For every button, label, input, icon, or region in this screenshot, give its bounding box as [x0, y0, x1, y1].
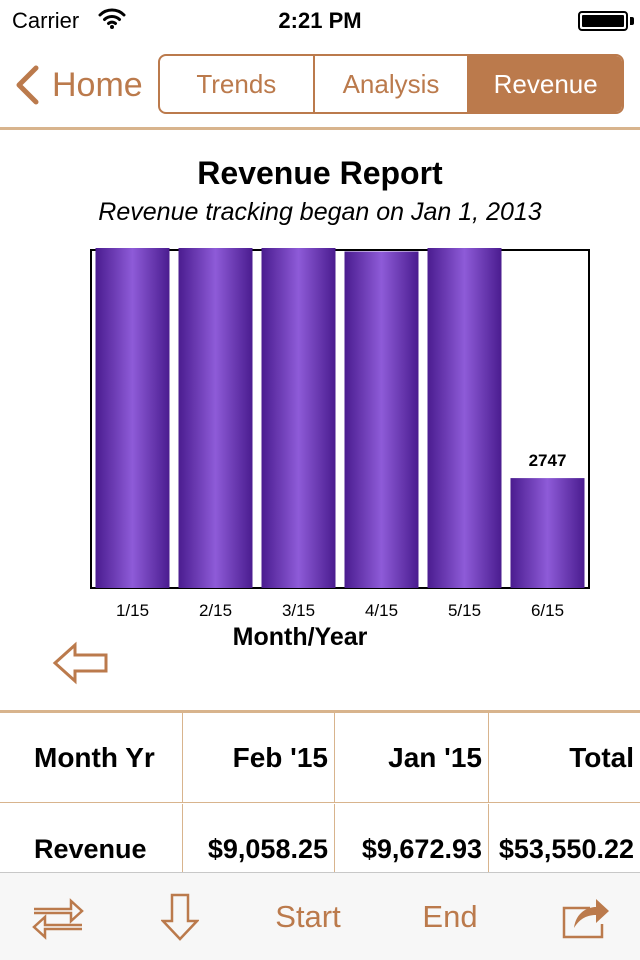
x-tick-label: 3/15	[282, 601, 315, 620]
row-value-2: $9,672.93	[334, 804, 488, 894]
report-title: Revenue Report	[197, 155, 443, 191]
x-tick-label: 5/15	[448, 601, 481, 620]
bar-6-15	[510, 478, 585, 588]
previous-arrow-icon[interactable]	[52, 640, 110, 686]
row-total: $53,550.22	[488, 804, 640, 894]
bar-3-15	[261, 248, 336, 588]
swap-arrows-icon	[32, 898, 84, 940]
row-label: Revenue	[34, 833, 147, 864]
plot-area	[90, 249, 590, 589]
row-value-1: $9,058.25	[182, 804, 334, 894]
segment-trends[interactable]: Trends	[160, 56, 315, 112]
end-button[interactable]: End	[400, 873, 500, 960]
header-col-1: Feb '15	[182, 713, 334, 803]
revenue-table: Month Yr Feb '15 Jan '15 Total Revenue $…	[0, 713, 640, 894]
start-label: Start	[275, 899, 341, 934]
table-divider	[0, 710, 640, 713]
status-bar: Carrier 2:21 PM	[0, 0, 640, 40]
start-button[interactable]: Start	[258, 873, 358, 960]
wifi-icon	[98, 8, 126, 29]
report-subtitle: Revenue tracking began on Jan 1, 2013	[98, 198, 542, 226]
down-arrow-icon	[161, 893, 199, 941]
data-label: 2747	[529, 451, 567, 470]
bar-2-15	[178, 248, 253, 588]
bottom-toolbar: Start End	[0, 872, 640, 960]
back-button[interactable]: Home	[14, 62, 143, 108]
header-col-2: Jan '15	[334, 713, 488, 803]
revenue-bar-chart: 96731/1590582/15125243/1584124/15111365/…	[90, 248, 590, 651]
segmented-control: Trends Analysis Revenue	[158, 54, 624, 114]
x-tick-label: 6/15	[531, 601, 564, 620]
battery-icon	[578, 11, 628, 31]
carrier-label: Carrier	[12, 8, 80, 33]
header-total: Total	[488, 713, 640, 803]
down-button[interactable]	[140, 873, 220, 960]
bar-1-15	[95, 248, 170, 588]
end-label: End	[422, 899, 478, 934]
navigation-bar: Home Trends Analysis Revenue	[0, 40, 640, 130]
bar-4-15	[344, 251, 419, 588]
x-axis-label: Month/Year	[233, 623, 368, 651]
x-tick-label: 2/15	[199, 601, 232, 620]
table-header-row: Month Yr Feb '15 Jan '15 Total	[0, 713, 640, 803]
share-button[interactable]	[546, 873, 626, 960]
bar-5-15	[427, 248, 502, 588]
share-icon	[562, 899, 609, 939]
x-tick-label: 4/15	[365, 601, 398, 620]
clock: 2:21 PM	[278, 8, 362, 33]
segment-analysis[interactable]: Analysis	[315, 56, 470, 112]
table-row: Revenue $9,058.25 $9,672.93 $53,550.22	[0, 804, 640, 894]
segment-revenue[interactable]: Revenue	[469, 56, 622, 112]
x-tick-label: 1/15	[116, 601, 149, 620]
battery-tip	[630, 17, 634, 25]
back-label: Home	[52, 65, 143, 104]
swap-button[interactable]	[18, 873, 98, 960]
header-month-yr: Month Yr	[34, 742, 155, 773]
chevron-left-icon	[16, 65, 39, 105]
